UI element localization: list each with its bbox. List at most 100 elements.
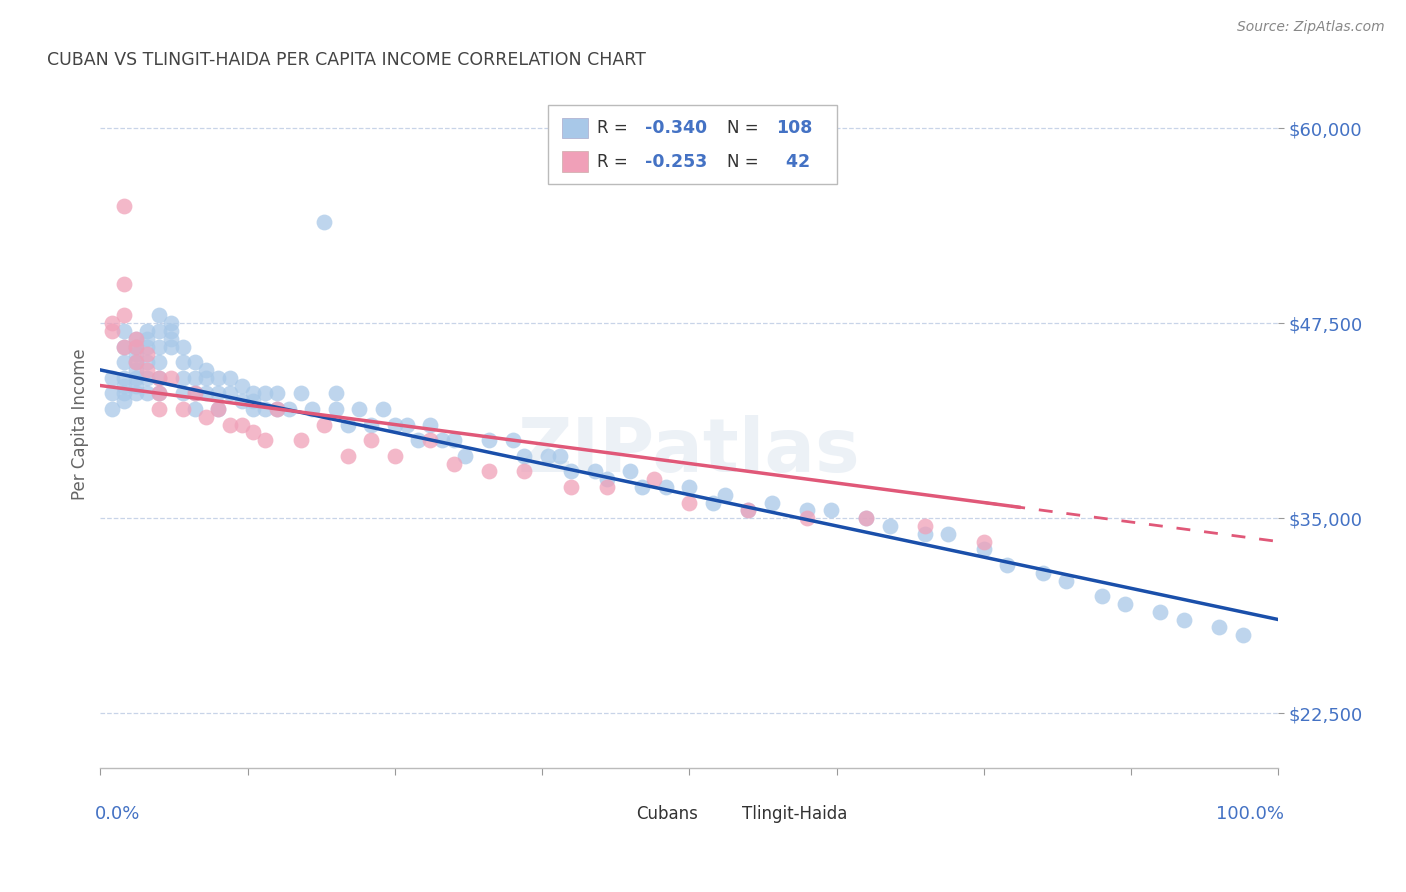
Text: -0.253: -0.253 — [644, 153, 707, 170]
Point — [148, 386, 170, 401]
Point — [112, 199, 135, 213]
Point — [443, 433, 465, 447]
Point — [678, 495, 700, 509]
Point — [207, 401, 229, 416]
Point — [325, 386, 347, 401]
Point — [973, 534, 995, 549]
Point — [112, 339, 135, 353]
Point — [148, 339, 170, 353]
Point — [101, 370, 124, 384]
Point — [560, 480, 582, 494]
Text: 0.0%: 0.0% — [94, 805, 139, 823]
Point — [548, 449, 571, 463]
Point — [112, 324, 135, 338]
Point — [148, 386, 170, 401]
Point — [125, 332, 148, 346]
Point — [395, 417, 418, 432]
Point — [855, 511, 877, 525]
Point — [195, 386, 218, 401]
Point — [231, 394, 253, 409]
Point — [183, 386, 205, 401]
Point — [160, 316, 183, 330]
Point — [583, 464, 606, 478]
Point — [207, 370, 229, 384]
Text: 108: 108 — [776, 119, 813, 137]
Point — [148, 309, 170, 323]
Point — [1173, 613, 1195, 627]
Point — [101, 316, 124, 330]
Point — [101, 401, 124, 416]
Text: -0.340: -0.340 — [644, 119, 707, 137]
Point — [1149, 605, 1171, 619]
Text: Cubans: Cubans — [637, 805, 699, 823]
Point — [125, 339, 148, 353]
Point — [360, 433, 382, 447]
Bar — [562, 118, 588, 138]
Point — [148, 370, 170, 384]
Point — [207, 401, 229, 416]
Point — [219, 370, 242, 384]
Text: 42: 42 — [780, 153, 810, 170]
Text: Tlingit-Haida: Tlingit-Haida — [742, 805, 848, 823]
Point — [631, 480, 654, 494]
Point — [112, 309, 135, 323]
Point — [596, 472, 619, 486]
Text: ZIPatlas: ZIPatlas — [517, 416, 860, 489]
Point — [290, 386, 312, 401]
Point — [360, 417, 382, 432]
Point — [254, 386, 277, 401]
Point — [125, 386, 148, 401]
Point — [207, 386, 229, 401]
Text: Source: ZipAtlas.com: Source: ZipAtlas.com — [1237, 20, 1385, 34]
Point — [136, 347, 159, 361]
Point — [796, 503, 818, 517]
Point — [408, 433, 430, 447]
Point — [325, 401, 347, 416]
Point — [136, 332, 159, 346]
Point — [654, 480, 676, 494]
Point — [702, 495, 724, 509]
Point — [172, 401, 194, 416]
Point — [231, 378, 253, 392]
Text: R =: R = — [598, 153, 634, 170]
Point — [596, 480, 619, 494]
Point — [172, 386, 194, 401]
Bar — [707, 804, 733, 825]
Point — [713, 488, 735, 502]
Point — [513, 449, 536, 463]
Point — [136, 363, 159, 377]
Text: 100.0%: 100.0% — [1216, 805, 1284, 823]
Point — [419, 433, 441, 447]
Point — [242, 401, 264, 416]
Point — [183, 401, 205, 416]
Point — [219, 417, 242, 432]
Point — [349, 401, 371, 416]
Point — [314, 417, 336, 432]
Bar — [562, 152, 588, 172]
Point — [502, 433, 524, 447]
Bar — [600, 804, 627, 825]
Point — [136, 339, 159, 353]
FancyBboxPatch shape — [548, 105, 837, 185]
Point — [148, 370, 170, 384]
Point — [172, 355, 194, 369]
Point — [277, 401, 299, 416]
Point — [148, 355, 170, 369]
Point — [195, 370, 218, 384]
Point — [125, 370, 148, 384]
Point — [1232, 628, 1254, 642]
Point — [478, 464, 501, 478]
Point — [136, 386, 159, 401]
Point — [125, 355, 148, 369]
Y-axis label: Per Capita Income: Per Capita Income — [72, 349, 89, 500]
Point — [560, 464, 582, 478]
Point — [266, 401, 288, 416]
Point — [879, 519, 901, 533]
Point — [172, 339, 194, 353]
Point — [1090, 589, 1112, 603]
Point — [183, 370, 205, 384]
Point — [125, 347, 148, 361]
Point — [938, 526, 960, 541]
Point — [914, 526, 936, 541]
Text: CUBAN VS TLINGIT-HAIDA PER CAPITA INCOME CORRELATION CHART: CUBAN VS TLINGIT-HAIDA PER CAPITA INCOME… — [48, 51, 647, 69]
